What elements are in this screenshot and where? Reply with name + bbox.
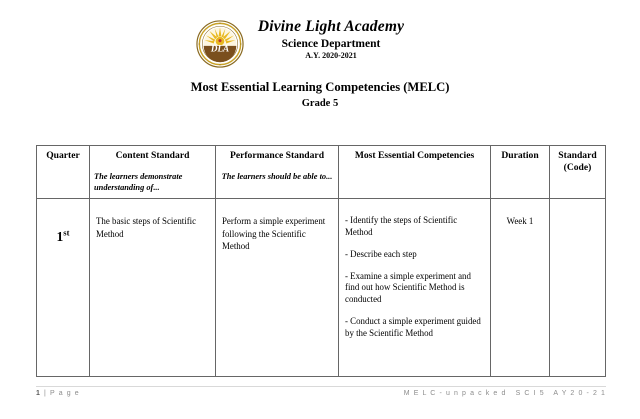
school-name: Divine Light Academy <box>257 18 405 35</box>
table-row: 1st The basic steps of Scientific Method… <box>36 198 606 378</box>
list-item: - Identify the steps of Scientific Metho… <box>345 215 458 238</box>
quarter-number: 1 <box>56 228 64 244</box>
cell-standard-code-text <box>550 199 605 376</box>
cell-quarter: 1st <box>36 198 90 378</box>
grade-level-subtitle: Grade 5 <box>301 98 339 109</box>
list-item: - Conduct a simple experiment guided by … <box>345 315 481 338</box>
footer-page-indicator: 1 | P a g e <box>36 390 80 397</box>
column-header-most-essential-competencies: Most Essential Competencies <box>338 144 491 200</box>
quarter-ordinal-suffix: st <box>63 227 70 238</box>
cell-performance-standard: Perform a simple experiment following th… <box>215 198 339 378</box>
cell-most-essential-competencies: - Identify the steps of Scientific Metho… <box>338 198 491 378</box>
column-header-content-standard-sublabel: The learners demonstrate understanding o… <box>94 171 183 192</box>
school-seal-logo: DLA <box>196 20 244 68</box>
competency-list: - Identify the steps of Scientific Metho… <box>345 215 484 339</box>
school-identity-block: Divine Light Academy Science Department … <box>258 18 444 61</box>
column-header-standard-code: Standard (Code) <box>549 144 606 200</box>
column-header-performance-standard: Performance Standard The learners should… <box>215 144 339 200</box>
column-header-standard-code-line1: Standard <box>558 150 597 161</box>
cell-standard-code <box>549 198 606 378</box>
footer-document-code: M E L C - u n p a c k e d S C I 5 A Y 2 … <box>403 390 606 397</box>
column-header-duration-label: Duration <box>501 150 539 161</box>
table-body: 1st The basic steps of Scientific Method… <box>36 198 606 378</box>
footer-page-number: 1 <box>36 390 41 397</box>
document-header: DLA Divine Light Academy Science Departm… <box>0 0 640 109</box>
column-header-quarter: Quarter <box>36 144 90 200</box>
cell-duration-text: Week 1 <box>506 216 534 227</box>
list-item: - Examine a simple experiment and find o… <box>345 270 471 305</box>
column-header-content-standard: Content Standard The learners demonstrat… <box>89 144 216 200</box>
footer-page-separator: | <box>41 390 51 397</box>
column-header-standard-code-line2: (Code) <box>563 161 592 173</box>
quarter-value: 1st <box>56 227 70 244</box>
column-header-content-standard-label: Content Standard <box>115 150 190 161</box>
column-header-most-essential-competencies-label: Most Essential Competencies <box>354 150 475 161</box>
document-footer: 1 | P a g e M E L C - u n p a c k e d S … <box>36 386 606 397</box>
column-header-performance-standard-label: Performance Standard <box>229 150 325 161</box>
table-header-row: Quarter Content Standard The learners de… <box>36 144 606 200</box>
column-header-performance-standard-sublabel: The learners should be able to... <box>221 171 333 181</box>
cell-content-standard: The basic steps of Scientific Method <box>89 198 216 378</box>
header-row: DLA Divine Light Academy Science Departm… <box>0 18 640 68</box>
page-title: Most Essential Learning Competencies (ME… <box>190 80 450 94</box>
list-item: - Describe each step <box>345 248 417 259</box>
column-header-duration: Duration <box>490 144 550 200</box>
department-name: Science Department <box>281 37 381 50</box>
cell-content-standard-text: The basic steps of Scientific Method <box>96 216 197 239</box>
melc-table: Quarter Content Standard The learners de… <box>36 144 606 378</box>
cell-performance-standard-text: Perform a simple experiment following th… <box>222 216 326 251</box>
school-year: A.Y. 2020-2021 <box>305 51 357 61</box>
table-header: Quarter Content Standard The learners de… <box>36 144 606 200</box>
seal-monogram: DLA <box>210 44 229 54</box>
column-header-quarter-label: Quarter <box>46 150 80 161</box>
cell-duration: Week 1 <box>490 198 550 378</box>
footer-page-label: P a g e <box>50 390 80 397</box>
